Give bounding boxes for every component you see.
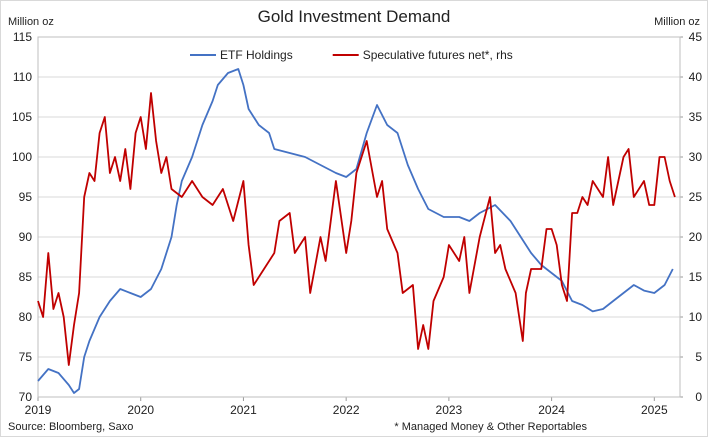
series-line	[37, 92, 676, 366]
y-tick-label: 70	[19, 390, 33, 404]
y2-tick-label: 5	[695, 350, 702, 364]
y2-tick-label: 10	[689, 310, 703, 324]
x-tick-label: 2019	[25, 403, 52, 417]
source: Source: Bloomberg, Saxo	[8, 421, 133, 433]
y-tick-label: 95	[19, 190, 33, 204]
y2-tick-label: 40	[689, 70, 703, 84]
y-tick-label: 115	[13, 30, 32, 44]
y2-tick-label: 20	[689, 230, 703, 244]
y-tick-label: 105	[12, 110, 32, 124]
plot-border	[37, 36, 681, 398]
y2-tick-label: 0	[695, 390, 702, 404]
y2-axis-label: Million oz	[654, 16, 700, 28]
y2-tick-label: 15	[689, 270, 703, 284]
y-tick-label: 100	[12, 150, 32, 164]
y-axis-label: Million oz	[8, 16, 54, 28]
footnote: * Managed Money & Other Reportables	[394, 421, 587, 433]
y-tick-label: 75	[19, 350, 33, 364]
y-tick-label: 85	[19, 270, 33, 284]
legend-label: Speculative futures net*, rhs	[363, 48, 513, 62]
y-tick-label: 80	[19, 310, 33, 324]
chart-title: Gold Investment Demand	[258, 7, 451, 26]
y2-tick-label: 45	[689, 30, 703, 44]
x-tick-label: 2020	[127, 403, 154, 417]
y2-tick-label: 35	[689, 110, 703, 124]
x-tick-label: 2023	[436, 403, 463, 417]
legend-label: ETF Holdings	[220, 48, 293, 62]
x-tick-label: 2024	[538, 403, 565, 417]
y-tick-label: 110	[13, 70, 32, 84]
y-tick-label: 90	[19, 230, 33, 244]
y2-tick-label: 30	[689, 150, 703, 164]
x-tick-label: 2022	[333, 403, 360, 417]
x-tick-label: 2021	[230, 403, 257, 417]
y2-tick-label: 25	[689, 190, 703, 204]
x-tick-label: 2025	[641, 403, 668, 417]
